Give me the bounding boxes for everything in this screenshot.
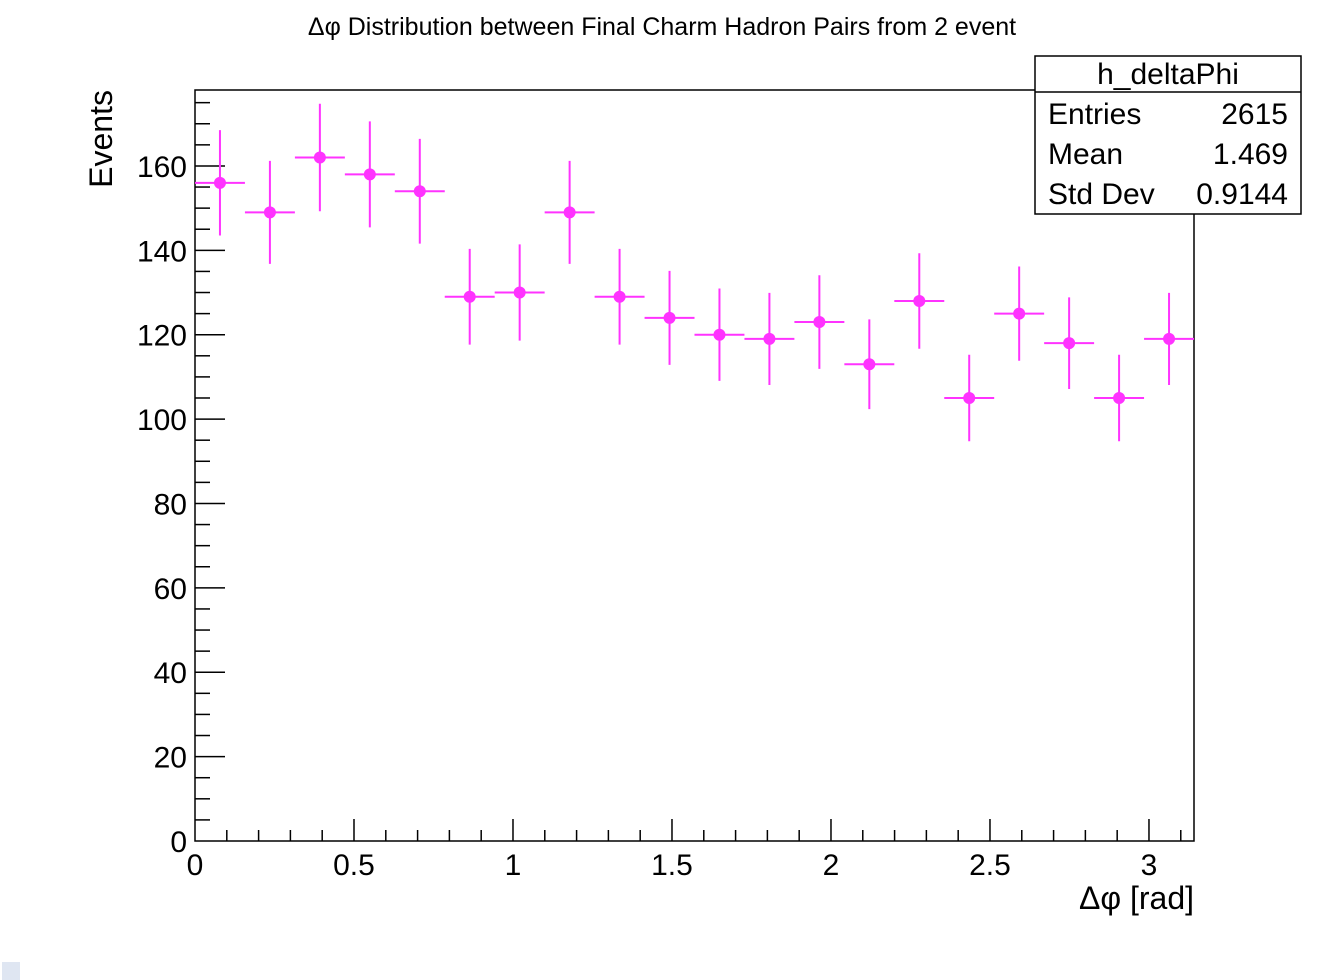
point-marker: [413, 185, 426, 198]
data-point: [444, 248, 495, 345]
stats-mean-label: Mean: [1048, 138, 1123, 171]
data-points: [194, 103, 1195, 442]
stats-box-frame: [1034, 55, 1302, 215]
x-tick-label: 0: [187, 849, 204, 882]
y-tick-label: 0: [170, 826, 187, 859]
data-point: [394, 138, 445, 244]
point-marker: [713, 328, 726, 341]
stats-entries-label: Entries: [1048, 98, 1141, 131]
point-marker: [1063, 337, 1076, 350]
data-point: [1144, 292, 1195, 385]
data-point: [194, 130, 245, 236]
x-axis-ticks: [226, 819, 1182, 841]
stats-box-title: h_deltaPhi: [1097, 58, 1239, 91]
data-point: [1094, 354, 1145, 442]
y-tick-label: 100: [137, 404, 187, 437]
y-tick-label: 140: [137, 235, 187, 268]
point-marker: [663, 311, 676, 324]
point-marker: [763, 332, 776, 345]
point-marker: [1163, 332, 1176, 345]
stats-entries-value: 2615: [1221, 98, 1288, 131]
data-point: [644, 270, 695, 365]
corner-square: [2, 962, 20, 980]
plot-frame: [194, 89, 1195, 842]
y-tick-label: 60: [154, 573, 187, 606]
point-marker: [1113, 391, 1126, 404]
point-marker: [213, 176, 226, 189]
y-axis-label: Events: [83, 90, 119, 188]
data-point: [694, 288, 745, 381]
x-axis-label: Δφ [rad]: [1079, 880, 1194, 916]
x-tick-label: 2.5: [969, 849, 1011, 882]
x-tick-label: 3: [1141, 849, 1158, 882]
point-marker: [563, 206, 576, 219]
point-marker: [613, 290, 626, 303]
y-tick-label: 40: [154, 657, 187, 690]
x-tick-label: 1: [505, 849, 522, 882]
y-tick-label: 80: [154, 488, 187, 521]
data-point: [844, 319, 895, 410]
point-marker: [863, 358, 876, 371]
y-tick-label: 160: [137, 151, 187, 184]
data-point: [494, 244, 545, 341]
y-tick-label: 120: [137, 320, 187, 353]
data-point: [944, 354, 995, 442]
data-point: [294, 103, 345, 212]
x-tick-label: 0.5: [333, 849, 375, 882]
point-marker: [813, 316, 826, 329]
stats-box: h_deltaPhi Entries 2615 Mean 1.469 Std D…: [1034, 55, 1302, 215]
point-marker: [963, 391, 976, 404]
x-axis-tick-labels: 0 0.5 1 1.5 2 2.5 3: [187, 849, 1158, 882]
stats-stddev-label: Std Dev: [1048, 178, 1155, 211]
data-point: [744, 292, 795, 385]
point-marker: [913, 294, 926, 307]
data-point: [794, 275, 845, 369]
x-tick-label: 1.5: [651, 849, 693, 882]
point-marker: [263, 206, 276, 219]
data-point: [594, 248, 645, 345]
stats-stddev-value: 0.9144: [1196, 178, 1288, 211]
point-marker: [1013, 307, 1026, 320]
point-marker: [463, 290, 476, 303]
data-point: [1044, 297, 1095, 389]
point-marker: [313, 151, 326, 164]
y-axis-tick-labels: 0 20 40 60 80 100 120 140 160: [137, 151, 187, 859]
point-marker: [363, 168, 376, 181]
data-point: [544, 160, 595, 264]
chart-title: Δφ Distribution between Final Charm Hadr…: [308, 13, 1016, 41]
data-point: [244, 160, 295, 264]
data-point: [894, 253, 945, 349]
stats-mean-value: 1.469: [1213, 138, 1288, 171]
data-point: [344, 121, 395, 228]
x-tick-label: 2: [823, 849, 840, 882]
data-point: [994, 266, 1045, 361]
y-tick-label: 20: [154, 742, 187, 775]
point-marker: [513, 286, 526, 299]
